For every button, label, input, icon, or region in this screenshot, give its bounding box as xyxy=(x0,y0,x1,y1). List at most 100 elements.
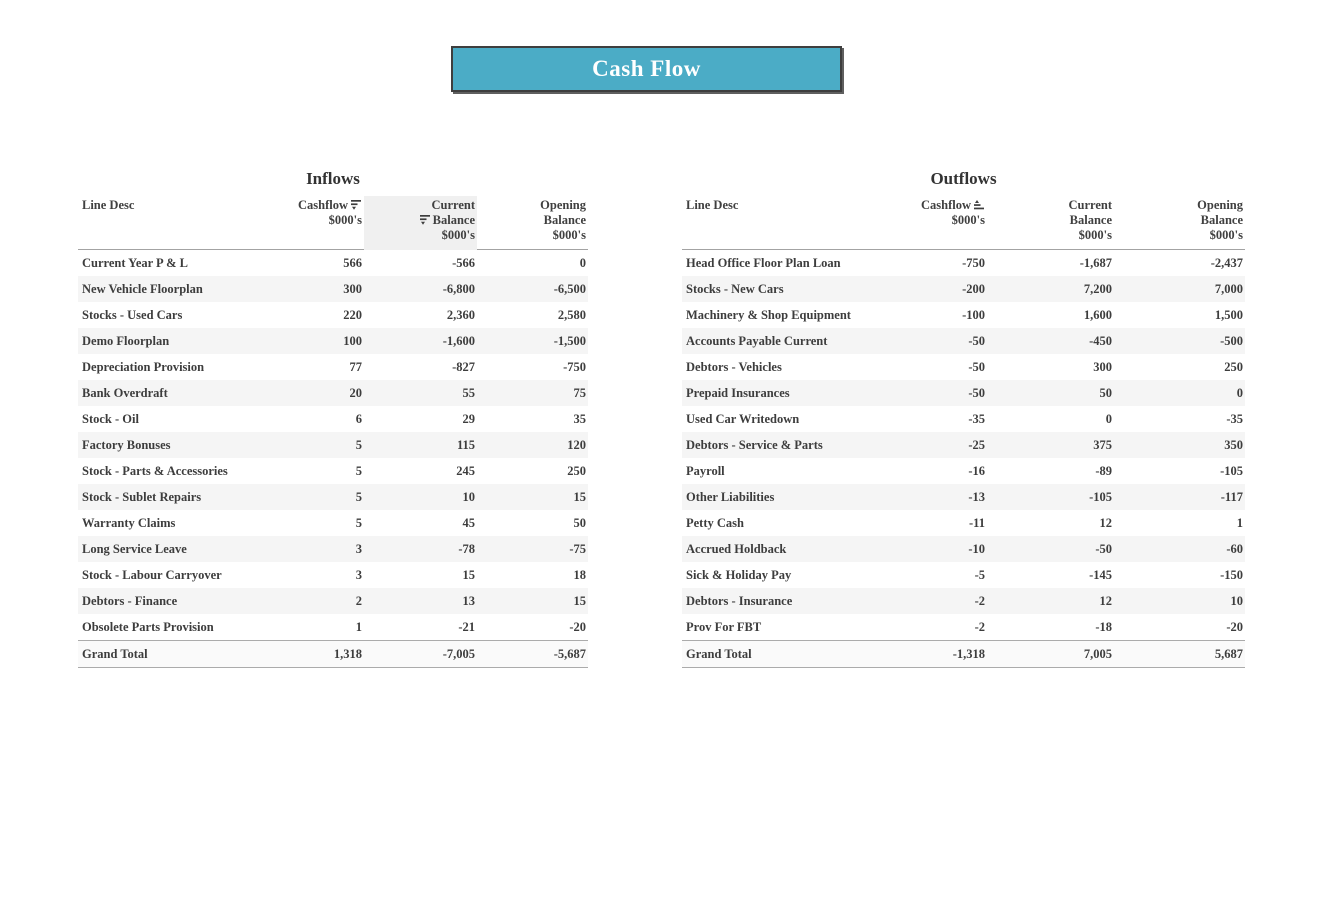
grand-total-cashflow: -1,318 xyxy=(952,647,985,661)
table-row[interactable]: Demo Floorplan 100 -1,600 -1,500 xyxy=(78,328,588,354)
cell-value: -20 xyxy=(1226,620,1243,634)
outflows-table: Outflows Line Desc Cashflow $000's Curre… xyxy=(682,168,1245,668)
cell-value: -20 xyxy=(569,620,586,634)
table-row[interactable]: Accrued Holdback -10 -50 -60 xyxy=(682,536,1245,562)
column-header-opening-balance[interactable]: Opening Balance $000's xyxy=(477,196,588,244)
table-row[interactable]: Long Service Leave 3 -78 -75 xyxy=(78,536,588,562)
table-row[interactable]: Machinery & Shop Equipment -100 1,600 1,500 xyxy=(682,302,1245,328)
cell-value: -1,500 xyxy=(553,334,586,348)
cell-value: 10 xyxy=(462,490,476,504)
grand-total-opening-balance: -5,687 xyxy=(553,647,586,661)
grand-total-cashflow: 1,318 xyxy=(333,647,362,661)
cell-line-desc: Current Year P & L xyxy=(82,256,189,270)
cell-value: 100 xyxy=(343,334,362,348)
cell-value: 1,600 xyxy=(1083,308,1112,322)
cell-line-desc: Accrued Holdback xyxy=(686,542,787,556)
cell-value: 35 xyxy=(573,412,587,426)
column-header-line-desc[interactable]: Line Desc xyxy=(78,196,278,244)
header-units: $000's xyxy=(1209,228,1243,242)
table-row[interactable]: Stock - Labour Carryover 3 15 18 xyxy=(78,562,588,588)
table-row[interactable]: Current Year P & L 566 -566 0 xyxy=(78,250,588,276)
cell-line-desc: Depreciation Provision xyxy=(82,360,205,374)
table-row[interactable]: Head Office Floor Plan Loan -750 -1,687 -2,… xyxy=(682,250,1245,276)
table-row[interactable]: Stock - Oil 6 29 35 xyxy=(78,406,588,432)
cell-value: -2,437 xyxy=(1210,256,1243,270)
cell-value: 6 xyxy=(355,412,362,426)
cell-value: 18 xyxy=(573,568,587,582)
table-row[interactable]: New Vehicle Floorplan 300 -6,800 -6,500 xyxy=(78,276,588,302)
table-row[interactable]: Other Liabilities -13 -105 -117 xyxy=(682,484,1245,510)
cell-value: -117 xyxy=(1220,490,1243,504)
cell-value: -1,600 xyxy=(442,334,475,348)
cell-line-desc: Debtors - Vehicles xyxy=(686,360,782,374)
cell-value: -50 xyxy=(968,360,985,374)
cell-value: 250 xyxy=(567,464,586,478)
table-row[interactable]: Stocks - Used Cars 220 2,360 2,580 xyxy=(78,302,588,328)
cell-line-desc: Debtors - Finance xyxy=(82,594,178,608)
column-header-cashflow[interactable]: Cashflow $000's xyxy=(910,196,987,244)
table-row[interactable]: Stocks - New Cars -200 7,200 7,000 xyxy=(682,276,1245,302)
header-label: Cashflow xyxy=(920,198,971,212)
header-label: Opening xyxy=(1197,198,1243,212)
table-row[interactable]: Sick & Holiday Pay -5 -145 -150 xyxy=(682,562,1245,588)
cell-value: 50 xyxy=(1099,386,1113,400)
cell-value: 300 xyxy=(343,282,362,296)
header-label: Line Desc xyxy=(686,198,739,212)
cell-value: -200 xyxy=(962,282,985,296)
cell-value: -10 xyxy=(968,542,985,556)
grand-total-label: Grand Total xyxy=(82,647,148,661)
table-row[interactable]: Stock - Parts & Accessories 5 245 250 xyxy=(78,458,588,484)
grand-total-label: Grand Total xyxy=(686,647,752,661)
sort-descending-icon xyxy=(351,200,361,210)
table-row[interactable]: Prov For FBT -2 -18 -20 xyxy=(682,614,1245,640)
cell-value: 50 xyxy=(573,516,587,530)
cell-line-desc: Factory Bonuses xyxy=(82,438,171,452)
cell-line-desc: Stock - Labour Carryover xyxy=(82,568,222,582)
column-header-current-balance[interactable]: Current Balance $000's xyxy=(364,196,477,250)
column-header-cashflow[interactable]: Cashflow $000's xyxy=(278,196,364,244)
cell-value: -750 xyxy=(563,360,586,374)
table-row[interactable]: Stock - Sublet Repairs 5 10 15 xyxy=(78,484,588,510)
cell-value: -2 xyxy=(974,594,985,608)
cell-value: -78 xyxy=(458,542,475,556)
cell-value: 5 xyxy=(355,516,362,530)
table-row[interactable]: Depreciation Provision 77 -827 -750 xyxy=(78,354,588,380)
column-header-opening-balance[interactable]: Opening Balance $000's xyxy=(1114,196,1245,244)
cell-value: 1,500 xyxy=(1214,308,1243,322)
cell-value: -145 xyxy=(1089,568,1112,582)
cell-value: 3 xyxy=(355,568,362,582)
table-row[interactable]: Debtors - Vehicles -50 300 250 xyxy=(682,354,1245,380)
table-row[interactable]: Debtors - Insurance -2 12 10 xyxy=(682,588,1245,614)
table-row[interactable]: Prepaid Insurances -50 50 0 xyxy=(682,380,1245,406)
table-row[interactable]: Petty Cash -11 12 1 xyxy=(682,510,1245,536)
table-row[interactable]: Payroll -16 -89 -105 xyxy=(682,458,1245,484)
cell-value: -150 xyxy=(1220,568,1243,582)
column-header-current-balance[interactable]: Current Balance $000's xyxy=(987,196,1114,244)
table-row[interactable]: Factory Bonuses 5 115 120 xyxy=(78,432,588,458)
cell-value: 7,200 xyxy=(1083,282,1112,296)
cell-value: -18 xyxy=(1095,620,1112,634)
cell-value: 1 xyxy=(355,620,362,634)
column-header-line-desc[interactable]: Line Desc xyxy=(682,196,910,244)
cell-value: -500 xyxy=(1220,334,1243,348)
cell-line-desc: Stocks - New Cars xyxy=(686,282,784,296)
header-units: $000's xyxy=(1078,228,1112,242)
cell-value: 12 xyxy=(1099,594,1113,608)
cell-line-desc: Stock - Parts & Accessories xyxy=(82,464,228,478)
cell-line-desc: Debtors - Service & Parts xyxy=(686,438,823,452)
table-row[interactable]: Accounts Payable Current -50 -450 -500 xyxy=(682,328,1245,354)
table-row[interactable]: Debtors - Service & Parts -25 375 350 xyxy=(682,432,1245,458)
cell-value: -89 xyxy=(1095,464,1112,478)
table-row[interactable]: Used Car Writedown -35 0 -35 xyxy=(682,406,1245,432)
cell-line-desc: Petty Cash xyxy=(686,516,744,530)
cell-line-desc: Prepaid Insurances xyxy=(686,386,790,400)
table-row[interactable]: Debtors - Finance 2 13 15 xyxy=(78,588,588,614)
table-row[interactable]: Warranty Claims 5 45 50 xyxy=(78,510,588,536)
cell-value: 15 xyxy=(462,568,476,582)
cell-value: 20 xyxy=(349,386,363,400)
table-row[interactable]: Bank Overdraft 20 55 75 xyxy=(78,380,588,406)
table-row[interactable]: Obsolete Parts Provision 1 -21 -20 xyxy=(78,614,588,640)
cell-line-desc: Other Liabilities xyxy=(686,490,775,504)
cell-line-desc: Sick & Holiday Pay xyxy=(686,568,792,582)
cell-value: -450 xyxy=(1089,334,1112,348)
